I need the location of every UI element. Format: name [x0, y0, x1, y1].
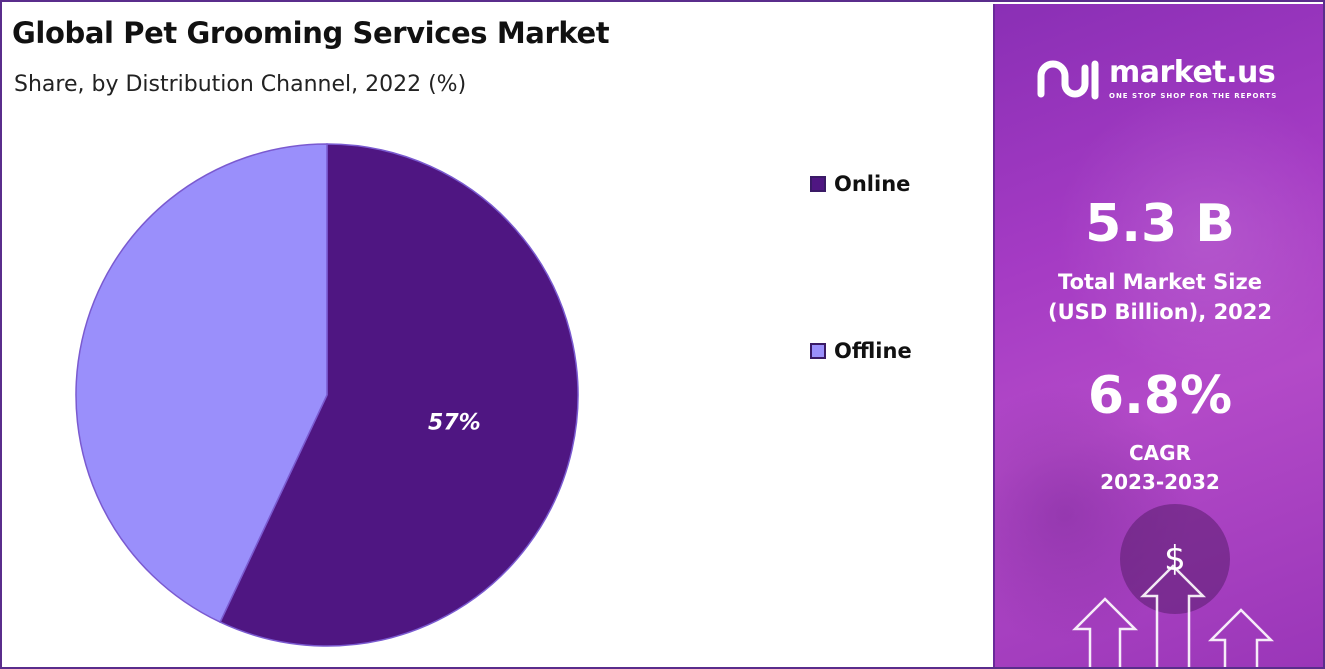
cagr-label-line2: 2023-2032 — [1100, 470, 1220, 494]
chart-subtitle: Share, by Distribution Channel, 2022 (%) — [14, 72, 467, 97]
cagr-label-line1: CAGR — [1129, 441, 1191, 465]
legend-label-online: Online — [834, 172, 911, 196]
legend-item-offline: Offline — [810, 339, 912, 363]
brand-name: market.us — [1109, 55, 1276, 90]
up-arrow-icon — [1071, 597, 1139, 667]
market-size-label-line1: Total Market Size — [1058, 270, 1262, 294]
panel-glow — [1055, 84, 1323, 384]
coin-shape — [1120, 504, 1230, 614]
market-size-label-line2: (USD Billion), 2022 — [1047, 300, 1273, 324]
legend-swatch-online — [810, 176, 826, 192]
dollar-icon: $ — [1164, 539, 1186, 579]
pie-slice-online — [219, 143, 579, 647]
panel-decoration: $ — [1071, 504, 1275, 667]
pie-slice-offline — [75, 143, 328, 624]
summary-panel: $ market.us ONE STOP SHOP FOR THE REPORT… — [993, 4, 1323, 667]
legend-label-offline: Offline — [834, 339, 912, 363]
logo-mark-icon — [1037, 60, 1099, 100]
chart-title: Global Pet Grooming Services Market — [12, 16, 610, 50]
market-size-value: 5.3 B — [1085, 194, 1235, 254]
pie-chart: 57% — [75, 143, 579, 647]
brand-logo: market.us ONE STOP SHOP FOR THE REPORTS — [1035, 54, 1277, 104]
cagr-value: 6.8% — [1087, 366, 1233, 426]
chart-panel: Global Pet Grooming Services Market Shar… — [2, 2, 992, 667]
data-label-online: 57% — [428, 410, 481, 435]
legend-item-online: Online — [810, 172, 910, 196]
brand-tagline: ONE STOP SHOP FOR THE REPORTS — [1109, 92, 1278, 100]
up-arrow-icon — [1139, 564, 1207, 667]
legend-swatch-offline — [810, 343, 826, 359]
up-arrow-icon — [1207, 608, 1275, 667]
